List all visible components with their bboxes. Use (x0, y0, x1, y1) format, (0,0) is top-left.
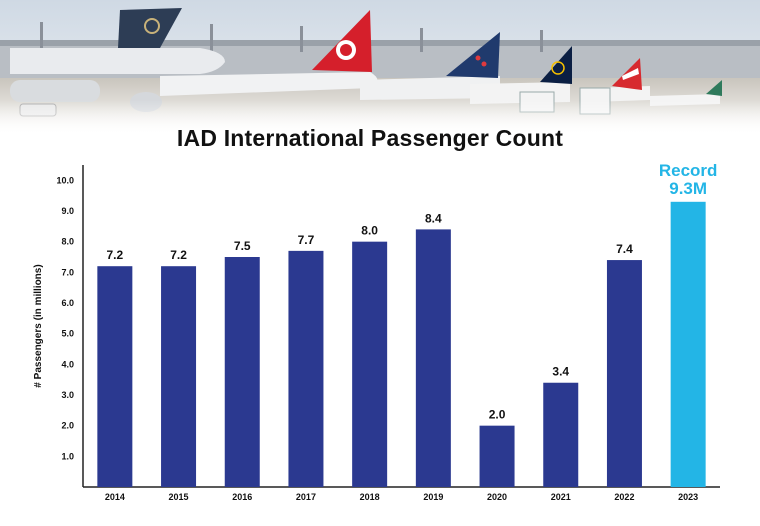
data-labels: 7.2 7.2 7.5 7.7 8.0 8.4 2.0 3.4 7.4 (107, 211, 634, 421)
bar-2016 (224, 257, 260, 487)
airport-photo-banner (0, 0, 760, 135)
y-tick-label: 2.0 (61, 421, 74, 431)
y-tick-label: 7.0 (61, 267, 74, 277)
bar-2023 (670, 201, 706, 488)
x-tick-label-2021: 2021 (551, 492, 571, 502)
x-tick-label-2014: 2014 (105, 492, 125, 502)
bar-2021 (543, 382, 579, 487)
y-tick-label: 4.0 (61, 359, 74, 369)
bar-2014 (97, 266, 133, 487)
y-tick-label: 3.0 (61, 390, 74, 400)
bar-2020 (479, 425, 515, 487)
bar-2017 (288, 250, 324, 487)
data-label-2017: 7.7 (298, 233, 315, 247)
x-tick-labels: 2014 2015 2016 2017 2018 2019 2020 2021 2022 2023 (105, 492, 698, 502)
data-label-2021: 3.4 (552, 365, 569, 379)
y-tick-label: 10.0 (56, 175, 74, 185)
bar-2022 (606, 260, 642, 487)
chart-title: IAD International Passenger Count (176, 125, 564, 151)
data-label-2014: 7.2 (107, 248, 124, 262)
x-tick-label-2023: 2023 (678, 492, 698, 502)
data-label-2019: 8.4 (425, 211, 442, 225)
y-tick-label: 1.0 (61, 451, 74, 461)
data-label-2016: 7.5 (234, 239, 251, 253)
record-label-line1: Record (659, 161, 718, 180)
x-tick-label-2022: 2022 (614, 492, 634, 502)
bar-2015 (161, 266, 197, 487)
x-tick-label-2017: 2017 (296, 492, 316, 502)
y-tick-label: 6.0 (61, 298, 74, 308)
x-tick-label-2019: 2019 (423, 492, 443, 502)
record-annotation: Record 9.3M (659, 161, 718, 198)
x-tick-label-2020: 2020 (487, 492, 507, 502)
x-tick-label-2016: 2016 (232, 492, 252, 502)
record-label-line2: 9.3M (669, 179, 707, 198)
x-tick-label-2015: 2015 (169, 492, 189, 502)
y-tick-label: 9.0 (61, 206, 74, 216)
bar-2018 (352, 241, 388, 487)
data-label-2018: 8.0 (361, 224, 378, 238)
x-tick-label-2018: 2018 (360, 492, 380, 502)
airport-tarmac-image (0, 0, 760, 135)
bars (97, 201, 706, 488)
y-tick-label: 5.0 (61, 329, 74, 339)
y-axis-title: # Passengers (in millions) (33, 264, 44, 387)
bar-2019 (415, 229, 451, 487)
y-tick-labels: 1.0 2.0 3.0 4.0 5.0 6.0 7.0 8.0 9.0 10.0 (56, 175, 74, 461)
data-label-2015: 7.2 (170, 248, 187, 262)
y-tick-label: 8.0 (61, 237, 74, 247)
data-label-2020: 2.0 (489, 408, 506, 422)
data-label-2022: 7.4 (616, 242, 633, 256)
